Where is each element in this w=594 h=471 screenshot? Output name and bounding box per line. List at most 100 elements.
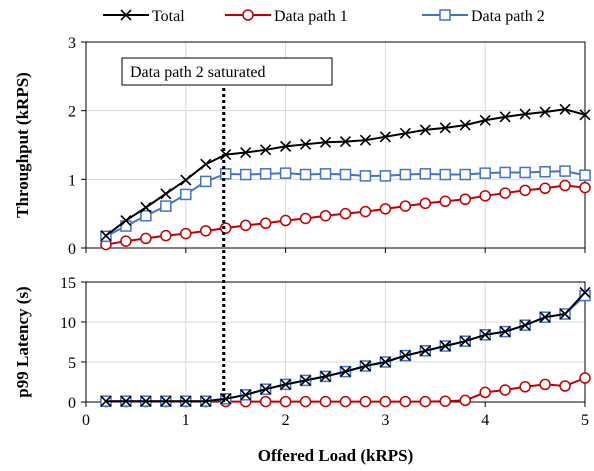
data-point-data-path-1 (299, 395, 312, 408)
legend-marker-data-path-2 (439, 9, 451, 21)
data-point-total (339, 366, 352, 378)
data-point-total (280, 140, 292, 152)
data-point-data-path-1 (399, 395, 412, 408)
latency-panel: 0 5 10 15 0 1 2 3 4 5 p99 Latency (s) (13, 275, 591, 429)
data-point-total (299, 374, 312, 386)
data-point-data-path-1 (459, 193, 471, 205)
data-point-data-path-1 (259, 217, 272, 230)
data-point-data-path-1 (359, 205, 372, 218)
data-point-total (399, 127, 411, 139)
data-point-data-path-2 (259, 168, 272, 180)
data-point-data-path-1 (200, 225, 212, 237)
y-tick-label: 0 (68, 241, 76, 258)
data-point-total (399, 350, 411, 362)
legend-item-data-path-1: Data path 1 (225, 8, 348, 25)
data-point-data-path-1 (419, 197, 432, 210)
data-point-total (499, 111, 511, 123)
data-point-total (200, 158, 212, 170)
series-line-data-path-2 (105, 294, 586, 403)
data-point-data-path-1 (180, 227, 192, 240)
data-point-total (120, 395, 132, 407)
data-point-total (180, 395, 192, 407)
data-point-total (260, 144, 272, 156)
x-tick-label: 0 (82, 412, 90, 429)
data-point-data-path-2 (279, 167, 292, 179)
data-point-total (220, 149, 232, 161)
x-tick-label: 1 (182, 412, 190, 429)
y-axis-title: Throughput (kRPS) (13, 72, 32, 218)
data-point-data-path-2 (579, 169, 591, 181)
data-point-total (280, 378, 292, 390)
data-point-data-path-2 (180, 188, 192, 201)
data-point-total (160, 395, 172, 407)
data-point-total (459, 335, 471, 347)
data-point-data-path-1 (419, 395, 432, 408)
data-point-total (579, 109, 591, 121)
series-data-path-2 (100, 165, 591, 243)
series-line-total (105, 291, 586, 403)
legend-label: Data path 2 (471, 8, 545, 25)
throughput-panel: 0 1 2 3 Throughput (kRPS) (13, 35, 591, 258)
data-point-data-path-2 (499, 166, 511, 179)
legend-marker-total (120, 9, 132, 21)
legend-label: Total (152, 8, 185, 25)
data-point-total (559, 103, 571, 115)
data-point-data-path-1 (559, 179, 571, 192)
data-point-total (479, 329, 491, 341)
data-point-data-path-1 (539, 182, 551, 195)
data-point-data-path-1 (479, 190, 491, 202)
data-point-total (419, 345, 431, 357)
data-point-total (319, 370, 332, 382)
data-point-data-path-2 (459, 168, 471, 181)
data-point-data-path-1 (439, 195, 452, 208)
data-point-data-path-1 (519, 184, 531, 197)
data-point-total (100, 395, 112, 407)
data-point-total (319, 136, 332, 148)
x-axis-title: Offered Load (kRPS) (258, 446, 414, 465)
data-point-total (439, 122, 451, 134)
data-point-total (140, 395, 152, 407)
data-point-total (240, 146, 252, 159)
data-point-data-path-1 (140, 232, 152, 245)
data-point-total (100, 230, 112, 242)
data-point-data-path-2 (379, 170, 392, 182)
x-tick-label: 3 (381, 412, 389, 429)
x-tick-label: 5 (581, 412, 589, 429)
data-point-data-path-1 (279, 395, 292, 408)
y-tick-label: 1 (68, 172, 76, 189)
annotation-box: Data path 2 saturated (121, 57, 333, 86)
data-point-data-path-1 (579, 372, 591, 384)
data-point-data-path-2 (299, 168, 312, 181)
data-point-data-path-1 (299, 212, 312, 225)
data-point-data-path-1 (339, 395, 352, 408)
data-point-data-path-1 (379, 203, 392, 215)
data-point-data-path-2 (160, 200, 172, 212)
data-point-data-path-2 (140, 209, 152, 222)
data-point-data-path-1 (359, 395, 372, 408)
data-point-total (519, 108, 531, 120)
data-point-total (120, 214, 132, 227)
data-point-data-path-1 (319, 395, 332, 408)
data-point-total (459, 119, 471, 131)
data-point-data-path-1 (399, 200, 412, 212)
data-point-total (379, 356, 391, 368)
annotation-label: Data path 2 saturated (130, 64, 266, 81)
data-point-data-path-1 (559, 380, 571, 392)
x-tick-label: 2 (282, 412, 290, 429)
y-tick-label: 3 (68, 35, 76, 52)
data-point-total (519, 319, 531, 331)
data-point-data-path-1 (579, 181, 591, 194)
data-point-data-path-1 (539, 378, 551, 391)
data-point-data-path-2 (399, 168, 412, 181)
data-point-data-path-1 (499, 384, 511, 396)
data-point-data-path-1 (459, 394, 471, 407)
series-line-data-path-2 (105, 170, 586, 238)
data-point-data-path-2 (219, 168, 232, 180)
data-point-total (299, 138, 312, 150)
data-point-data-path-1 (379, 395, 392, 408)
data-point-data-path-1 (479, 386, 491, 399)
data-point-data-path-1 (239, 219, 252, 232)
data-point-total (379, 131, 391, 143)
data-point-total (359, 134, 372, 146)
